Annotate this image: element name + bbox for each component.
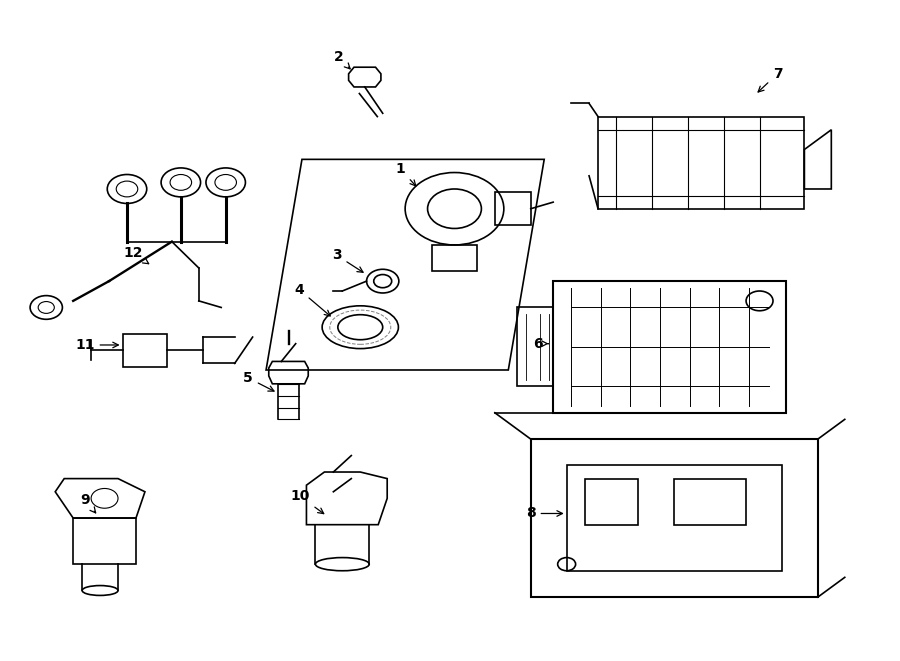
Text: 3: 3 — [332, 249, 363, 272]
Text: 9: 9 — [80, 492, 95, 513]
Text: 6: 6 — [533, 336, 548, 351]
Text: 1: 1 — [396, 162, 416, 186]
Text: 8: 8 — [526, 506, 562, 520]
Text: 7: 7 — [758, 67, 782, 92]
Text: 12: 12 — [123, 247, 148, 264]
Text: 2: 2 — [334, 50, 350, 69]
Text: 4: 4 — [294, 283, 330, 316]
Text: 10: 10 — [291, 489, 324, 514]
Text: 5: 5 — [243, 371, 274, 391]
Text: 11: 11 — [75, 338, 118, 352]
